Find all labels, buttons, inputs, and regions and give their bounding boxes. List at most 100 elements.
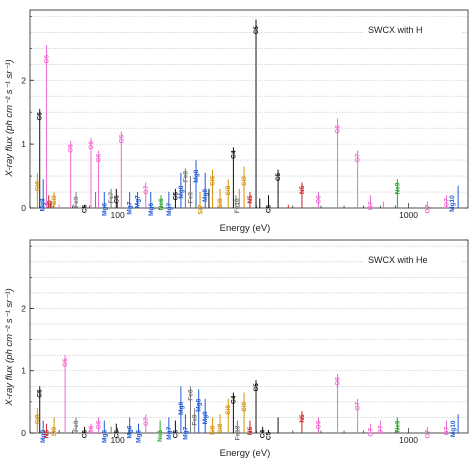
ion-label-mg6: Mg6 — [101, 430, 108, 443]
ion-label-ne6: Ne6 — [158, 198, 165, 210]
ion-label-fe10: Fe10 — [234, 198, 241, 213]
plot-frame — [29, 9, 469, 209]
ion-label-o6: O6 — [315, 420, 322, 429]
ion-label-mg8: Mg8 — [193, 169, 200, 182]
ion-label-o7: O7 — [368, 201, 375, 210]
ion-label-mg8: Mg8 — [178, 185, 185, 198]
bottom-x-axis-label: Energy (eV) — [220, 448, 271, 459]
ion-label-mg8: Mg8 — [202, 411, 209, 424]
ion-label-ne9: Ne9 — [394, 182, 401, 194]
ion-label-c5: C5 — [253, 383, 260, 392]
ion-label-c5: C5 — [37, 389, 44, 398]
ion-label-c5: C5 — [113, 430, 120, 439]
ion-label-mg6: Mg6 — [148, 203, 155, 216]
ion-label-c5: C5 — [172, 192, 179, 201]
ion-label-c4: C4 — [230, 395, 237, 404]
ion-label-mg6: Mg6 — [136, 430, 143, 443]
ion-label-si8: Si8 — [217, 198, 224, 208]
ion-label-mg7: Mg7 — [166, 426, 173, 439]
ion-label-o6: O6 — [335, 377, 342, 386]
ion-label-o7: O7 — [424, 204, 431, 213]
ion-label-n5: N5 — [247, 195, 254, 204]
ion-label-o5: O5 — [68, 144, 75, 153]
plot-frame — [29, 239, 469, 434]
ion-label-mg8: Mg8 — [178, 401, 185, 414]
ion-label-o7: O7 — [377, 425, 384, 434]
ion-label-c5: C5 — [265, 431, 272, 440]
ion-label-fe9: Fe9 — [192, 414, 199, 426]
ion-label-fe7: Fe7 — [108, 192, 115, 204]
top-x-axis-label: Energy (eV) — [220, 223, 271, 234]
ion-label-mg8: Mg8 — [40, 430, 47, 443]
ion-label-c4: C4 — [260, 430, 267, 439]
x-tick-label: 100 — [111, 435, 125, 445]
ion-label-si8: Si8 — [210, 176, 217, 186]
ion-label-c5: C5 — [113, 195, 120, 204]
ion-label-o6: O6 — [315, 195, 322, 204]
ion-label-c5: C5 — [253, 26, 260, 35]
ion-label-o6: O6 — [96, 420, 103, 429]
ion-label-si8: Si8 — [34, 181, 41, 191]
y-tick-label: 0 — [21, 203, 26, 213]
ion-label-c5: C5 — [82, 430, 89, 439]
ion-label-c4: C4 — [230, 150, 237, 159]
ion-label-o7: O7 — [368, 428, 375, 437]
ion-label-mg6: Mg6 — [101, 203, 108, 216]
ion-label-o7: O7 — [143, 185, 150, 194]
ion-label-si9: Si9 — [241, 176, 248, 186]
ion-label-n5: N5 — [247, 426, 254, 435]
ion-label-mg10: Mg10 — [449, 195, 456, 212]
ion-label-mg7: Mg7 — [127, 201, 134, 214]
ion-label-ne9: Ne9 — [394, 420, 401, 432]
y-tick-label: 1 — [21, 139, 26, 149]
ion-label-c5: C5 — [275, 172, 282, 181]
ion-label-si9: Si9 — [51, 426, 58, 436]
panel-title: SWCX with He — [368, 255, 428, 265]
panel-title: SWCX with H — [368, 25, 423, 35]
ion-label-mg7: Mg7 — [166, 203, 173, 216]
ion-label-mg8: Mg8 — [202, 188, 209, 201]
ion-label-mg8: Mg8 — [196, 398, 203, 411]
ion-label-mg6: Mg6 — [127, 425, 134, 438]
ion-label-n5: N5 — [44, 430, 51, 439]
ion-label-si8: Si8 — [210, 425, 217, 435]
panel-title-box — [363, 19, 461, 41]
ion-label-o7: O7 — [355, 153, 362, 162]
ion-label-c5: C5 — [37, 112, 44, 121]
ion-label-o5: O5 — [44, 54, 51, 63]
ion-label-o6: O6 — [335, 125, 342, 134]
ion-label-o6: O6 — [88, 141, 95, 150]
bottom-y-axis-label: X-ray flux (ph cm⁻² s⁻¹ sr⁻¹) — [4, 288, 15, 406]
ion-label-fe10: Fe10 — [234, 425, 241, 440]
x-tick-label: 100 — [111, 210, 125, 220]
y-tick-label: 2 — [21, 303, 26, 313]
y-tick-label: 0 — [21, 428, 26, 438]
ion-label-si9: Si9 — [241, 401, 248, 411]
y-tick-label: 2 — [21, 75, 26, 85]
top-y-axis-label: X-ray flux (ph cm⁻² s⁻¹ sr⁻¹) — [4, 59, 15, 177]
ion-label-fe8: Fe8 — [182, 171, 189, 183]
ion-label-mg10: Mg10 — [450, 420, 457, 437]
ion-label-o7: O7 — [424, 430, 431, 439]
ion-label-mg8: Mg8 — [40, 198, 47, 211]
ion-label-o6: O6 — [96, 153, 103, 162]
ion-label-c5: C5 — [82, 204, 89, 213]
ion-label-fe8: Fe8 — [187, 389, 194, 401]
ion-label-n5: N5 — [299, 414, 306, 423]
ion-label-o7: O7 — [143, 417, 150, 426]
ion-label-o5: O5 — [62, 358, 69, 367]
ion-label-si8: Si8 — [225, 405, 232, 415]
ion-label-o7: O7 — [444, 426, 451, 435]
ion-label-n5: N5 — [46, 200, 53, 209]
ion-label-o7: O7 — [444, 198, 451, 207]
x-tick-label: 1000 — [399, 210, 418, 220]
ion-label-n5: N5 — [299, 185, 306, 194]
ion-label-o5: O5 — [118, 134, 125, 143]
ion-label-o7: O7 — [355, 401, 362, 410]
x-tick-label: 1000 — [399, 435, 418, 445]
ion-label-fe9: Fe9 — [73, 196, 80, 208]
y-tick-label: 1 — [21, 366, 26, 376]
ion-label-si8: Si8 — [34, 414, 41, 424]
